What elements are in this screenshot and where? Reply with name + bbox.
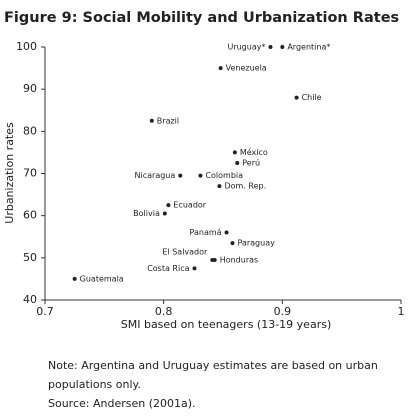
point	[294, 95, 299, 100]
y-tick-label: 100	[16, 40, 37, 53]
point-label: Dom. Rep.	[224, 182, 266, 191]
point-label: Brazil	[157, 116, 179, 125]
point-label: Ecuador	[173, 201, 206, 210]
point	[235, 160, 240, 165]
x-tick-label: 0.7	[36, 305, 54, 318]
y-tick-label: 60	[23, 209, 37, 222]
point	[212, 257, 217, 262]
point	[218, 66, 223, 71]
point	[72, 276, 77, 281]
point	[162, 211, 167, 216]
y-axis-label: Urbanization rates	[3, 122, 16, 224]
point	[230, 241, 235, 246]
point-label: Uruguay*	[227, 43, 265, 52]
point-label: Colombia	[205, 171, 243, 180]
x-tick-label: 1	[398, 305, 405, 318]
source: Source: Andersen (2001a).	[48, 397, 196, 410]
point-label: Costa Rica	[147, 264, 189, 273]
point	[232, 150, 237, 155]
x-tick-label: 0.9	[274, 305, 292, 318]
x-tick-label: 0.8	[155, 305, 173, 318]
note: populations only.	[48, 378, 141, 391]
point	[217, 184, 222, 189]
point	[224, 230, 229, 235]
y-tick-label: 90	[23, 82, 37, 95]
point-label: Perú	[242, 158, 260, 167]
point	[268, 45, 273, 49]
point-label: Panamá	[190, 228, 222, 237]
y-tick-label: 40	[23, 293, 37, 306]
point	[178, 173, 183, 178]
y-tick-label: 50	[23, 251, 37, 264]
point-label: El Salvador	[162, 247, 208, 256]
point-label: Chile	[302, 93, 322, 102]
point	[198, 173, 203, 178]
note: Note: Argentina and Uruguay estimates ar…	[48, 359, 378, 372]
point	[149, 118, 154, 123]
point	[192, 266, 197, 271]
x-axis-label: SMI based on teenagers (13-19 years)	[121, 318, 332, 331]
point	[166, 203, 171, 208]
point-label: Bolivia	[133, 209, 160, 218]
chart-title: Figure 9: Social Mobility and Urbanizati…	[4, 10, 399, 26]
point	[280, 45, 285, 49]
point-label: México	[240, 147, 268, 157]
point-label: Argentina*	[287, 43, 330, 52]
point-label: Nicaragua	[135, 171, 176, 180]
y-tick-label: 80	[23, 124, 37, 137]
point-label: Paraguay	[237, 239, 275, 248]
point-label: Guatemala	[80, 274, 124, 283]
point-label: Venezuela	[226, 64, 267, 73]
point-label: Honduras	[220, 255, 259, 264]
y-tick-label: 70	[23, 167, 37, 180]
